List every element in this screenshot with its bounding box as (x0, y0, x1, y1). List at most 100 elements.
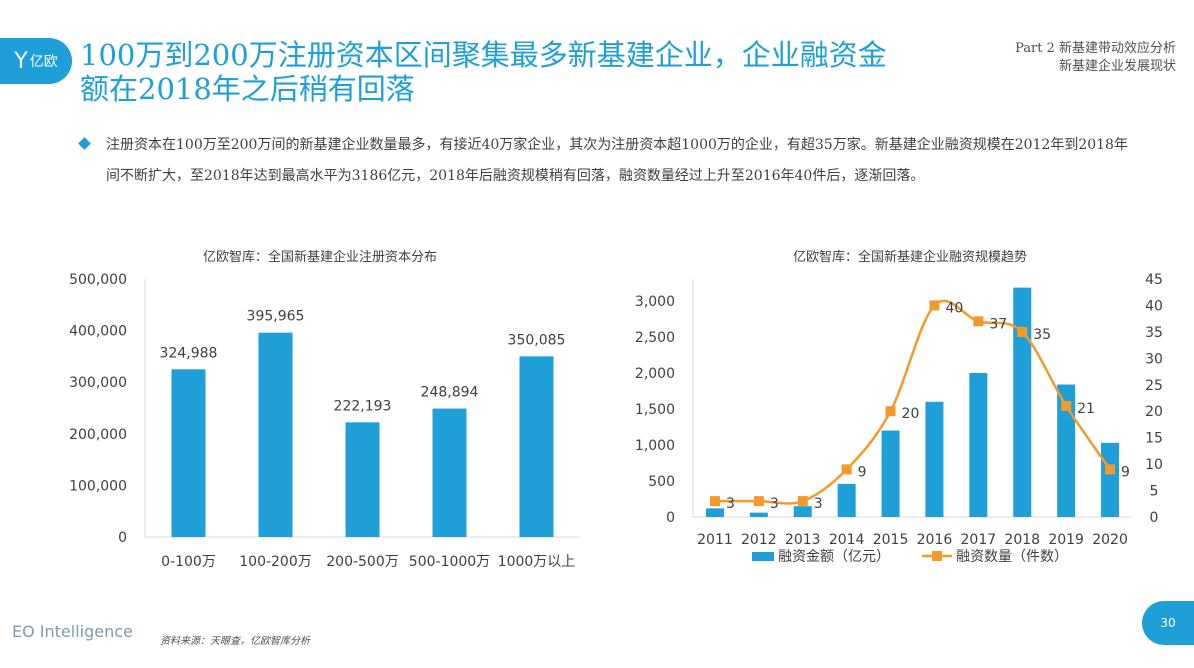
y-right-tick-label: 5 (1150, 484, 1159, 500)
line-value-label: 35 (1033, 327, 1051, 343)
x-tick-label: 200-500万 (326, 554, 399, 570)
y-left-tick-label: 500 (648, 474, 675, 490)
summary-bullet: 注册资本在100万至200万间的新基建企业数量最多，有接近40万家企业，其次为注… (78, 130, 1140, 192)
line-value-label: 3 (726, 496, 735, 512)
x-tick-label: 500-1000万 (409, 554, 490, 570)
x-tick-label: 2013 (785, 532, 821, 548)
line-value-label: 3 (770, 496, 779, 512)
line-point (753, 496, 764, 507)
y-left-tick-label: 2,000 (635, 366, 675, 382)
line-value-label: 9 (858, 464, 867, 480)
line-value-label: 37 (989, 316, 1007, 332)
chart1-title: 亿欧智库：全国新基建企业注册资本分布 (202, 250, 437, 265)
y-right-tick-label: 40 (1145, 298, 1163, 314)
line-point (1105, 464, 1116, 475)
x-tick-label: 2020 (1092, 532, 1128, 548)
x-tick-label: 1000万以上 (498, 554, 576, 570)
x-tick-label: 2019 (1048, 532, 1084, 548)
line-value-label: 3 (814, 496, 823, 512)
bar (1101, 442, 1120, 517)
legend-line-label: 融资数量（件数） (956, 549, 1068, 565)
line-point (797, 496, 808, 507)
bar (969, 373, 988, 517)
bar (1057, 384, 1076, 517)
legend-bar-swatch (752, 552, 774, 561)
y-right-tick-label: 15 (1145, 431, 1163, 447)
footer-brand: EO Intelligence (12, 622, 133, 641)
x-tick-label: 2015 (873, 532, 909, 548)
bar (749, 512, 768, 517)
logo-mark-icon: Y (14, 48, 28, 74)
bar-value-label: 350,085 (508, 332, 566, 348)
y-tick-label: 0 (118, 530, 127, 546)
y-left-tick-label: 2,500 (635, 330, 675, 346)
y-tick-label: 300,000 (69, 375, 127, 391)
x-tick-label: 2011 (697, 532, 733, 548)
summary-text: 注册资本在100万至200万间的新基建企业数量最多，有接近40万家企业，其次为注… (106, 137, 1128, 184)
page-number: 30 (1142, 601, 1194, 645)
bar (705, 508, 724, 517)
y-left-tick-label: 1,000 (635, 438, 675, 454)
y-right-tick-label: 20 (1145, 404, 1163, 420)
legend-line-marker (932, 551, 942, 561)
legend-bar-label: 融资金额（亿元） (778, 549, 890, 565)
section-subtitle: 新基建企业发展现状 (1058, 59, 1176, 74)
data-source: 资料来源：天眼查，亿欧智库分析 (160, 636, 310, 647)
bar (345, 422, 380, 537)
x-tick-label: 0-100万 (161, 554, 216, 570)
line-point (1061, 400, 1072, 411)
capital-distribution-chart: 0 100,000 200,000 300,000 400,000 500,000 324,… (69, 272, 580, 570)
brand-logo: Y 亿欧 (0, 38, 72, 84)
y-tick-label: 100,000 (69, 478, 127, 494)
x-tick-label: 2014 (829, 532, 865, 548)
y-right-tick-label: 45 (1145, 272, 1163, 288)
line-value-label: 21 (1077, 401, 1095, 417)
line-value-label: 20 (902, 406, 920, 422)
line-point (709, 496, 720, 507)
y-tick-label: 400,000 (69, 324, 127, 340)
section-part: Part 2 新基建带动效应分析 (1015, 41, 1176, 56)
bar (171, 369, 206, 537)
x-tick-label: 2017 (961, 532, 997, 548)
bar-value-label: 324,988 (160, 345, 218, 361)
x-tick-label: 2018 (1004, 532, 1040, 548)
y-left-tick-label: 0 (666, 510, 675, 526)
bar (258, 332, 293, 537)
line-point (973, 316, 984, 327)
y-tick-label: 200,000 (69, 427, 127, 443)
bar (432, 408, 467, 537)
line-point (929, 300, 940, 311)
bar (925, 401, 944, 517)
bar (837, 483, 856, 517)
x-tick-label: 2016 (917, 532, 953, 548)
bar-value-label: 222,193 (334, 398, 392, 414)
bar-value-label: 395,965 (247, 309, 305, 325)
line-value-label: 9 (1121, 464, 1130, 480)
line-point (885, 406, 896, 417)
page-title: 100万到200万注册资本区间聚集最多新基建企业，企业融资金额在2018年之后稍… (80, 38, 887, 106)
x-tick-label: 2012 (741, 532, 777, 548)
chart2-title: 亿欧智库：全国新基建企业融资规模趋势 (792, 250, 1027, 265)
y-right-tick-label: 25 (1145, 378, 1163, 394)
bar-value-label: 248,894 (421, 385, 479, 401)
section-label: Part 2 新基建带动效应分析 新基建企业发展现状 (1015, 40, 1176, 76)
count-line (714, 299, 1112, 505)
y-right-tick-label: 30 (1145, 351, 1163, 367)
x-tick-label: 100-200万 (239, 554, 312, 570)
y-right-tick-label: 35 (1145, 325, 1163, 341)
y-right-tick-label: 0 (1150, 510, 1159, 526)
y-tick-label: 500,000 (69, 272, 127, 288)
line-point (841, 464, 852, 475)
line-point (1017, 326, 1028, 337)
bar (1013, 287, 1032, 517)
bar (519, 356, 554, 537)
logo-text: 亿欧 (29, 54, 58, 70)
bar (793, 506, 812, 517)
financing-trend-chart: 0 500 1,000 1,500 2,000 2,500 3,000 0 5 10 15 20 25 3… (635, 272, 1163, 565)
line-value-label: 40 (945, 300, 963, 316)
y-left-tick-label: 3,000 (635, 294, 675, 310)
bullet-diamond-icon (78, 137, 91, 150)
y-right-tick-label: 10 (1145, 457, 1163, 473)
bar (881, 430, 900, 517)
y-left-tick-label: 1,500 (635, 402, 675, 418)
